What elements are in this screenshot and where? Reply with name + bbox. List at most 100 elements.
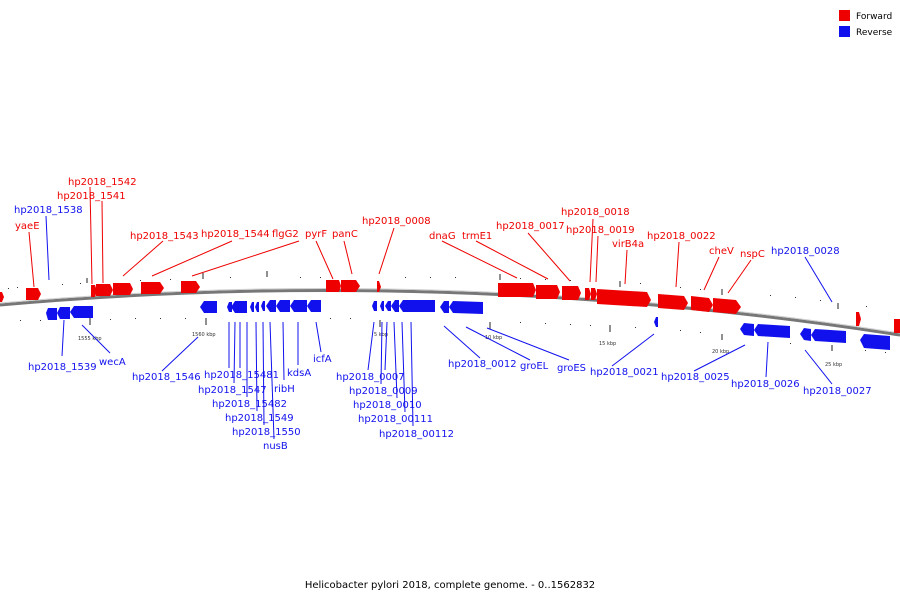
gene-label[interactable]: hp2018_0010: [353, 400, 422, 411]
gene-arrow-rev[interactable]: [307, 300, 321, 312]
gene-arrow-fwd[interactable]: [856, 312, 861, 326]
gene-arrow-fwd[interactable]: [536, 285, 560, 299]
gene-label[interactable]: groEL: [520, 361, 549, 372]
gene-label[interactable]: hp2018_1547: [198, 385, 267, 396]
gene-label[interactable]: hp2018_1538: [14, 205, 83, 216]
gene-label[interactable]: hp2018_0008: [362, 216, 431, 227]
gene-arrow-rev[interactable]: [261, 301, 265, 311]
gene-arrow-fwd[interactable]: [498, 283, 536, 297]
gene-arrow-rev[interactable]: [57, 307, 70, 319]
gene-arrow-rev[interactable]: [449, 301, 483, 314]
gene-arrow-rev[interactable]: [46, 308, 57, 320]
gene-arrow-rev[interactable]: [380, 301, 384, 311]
gene-label[interactable]: trmE1: [462, 231, 492, 242]
gene-arrow-fwd[interactable]: [141, 282, 164, 294]
gene-arrow-rev[interactable]: [266, 300, 276, 312]
gene-arrow-rev[interactable]: [385, 301, 391, 311]
gene-label[interactable]: icfA: [313, 354, 332, 365]
gene-label[interactable]: hp2018_1543: [130, 231, 199, 242]
gene-label[interactable]: nusB: [263, 441, 288, 452]
gene-label[interactable]: hp2018_0017: [496, 221, 565, 232]
gene-label[interactable]: wecA: [99, 357, 126, 368]
gene-label[interactable]: hp2018_0028: [771, 246, 840, 257]
gene-arrow-rev[interactable]: [811, 329, 846, 343]
gene-arrow-rev[interactable]: [740, 323, 754, 336]
gene-label[interactable]: hp2018_1546: [132, 372, 201, 383]
gene-arrow-fwd[interactable]: [181, 281, 200, 293]
gene-arrow-fwd[interactable]: [113, 283, 133, 295]
gene-arrow-rev[interactable]: [440, 301, 449, 313]
gene-arrow-fwd[interactable]: [597, 289, 651, 307]
gene-label[interactable]: dnaG: [429, 231, 456, 242]
reverse-gene-track: [46, 300, 890, 350]
gene-arrow-rev[interactable]: [276, 300, 290, 312]
gene-arrow-rev[interactable]: [250, 302, 254, 312]
gene-label[interactable]: virB4a: [612, 239, 644, 250]
gene-label[interactable]: hp2018_0007: [336, 372, 405, 383]
tick-label: 1555 kbp: [78, 336, 102, 342]
scale-ticks: [86, 271, 839, 351]
gene-label[interactable]: hp2018_0021: [590, 367, 659, 378]
gene-label[interactable]: hp2018_15482: [212, 399, 287, 410]
gene-arrow-rev[interactable]: [255, 302, 259, 312]
gene-arrow-rev[interactable]: [399, 300, 435, 312]
legend-label-forward: Forward: [856, 12, 892, 22]
gene-label[interactable]: cheV: [709, 246, 734, 257]
blue-leader-lines-top: [45, 215, 833, 303]
gene-label[interactable]: groES: [557, 363, 586, 374]
gene-arrow-fwd[interactable]: [585, 288, 591, 300]
gene-label[interactable]: hp2018_1541: [57, 191, 126, 202]
gene-label[interactable]: hp2018_00112: [379, 429, 454, 440]
gene-arrow-fwd[interactable]: [894, 319, 900, 333]
gene-label[interactable]: panC: [332, 229, 358, 240]
gene-arrow-rev[interactable]: [200, 301, 217, 313]
gene-arrow-rev[interactable]: [290, 300, 307, 312]
gene-label[interactable]: nspC: [740, 249, 765, 260]
gene-arrow-fwd[interactable]: [96, 284, 113, 296]
gene-arrow-fwd[interactable]: [326, 280, 341, 292]
gene-arrow-fwd[interactable]: [0, 292, 4, 302]
gene-arrow-rev[interactable]: [754, 324, 790, 338]
gene-arrow-fwd[interactable]: [591, 288, 597, 300]
gene-arrow-fwd[interactable]: [713, 298, 741, 314]
gene-label[interactable]: kdsA: [287, 368, 311, 379]
gene-arrow-fwd[interactable]: [26, 288, 41, 300]
gene-label[interactable]: hp2018_0022: [647, 231, 716, 242]
gene-arrow-fwd[interactable]: [658, 294, 688, 310]
gene-label[interactable]: hp2018_1542: [68, 177, 137, 188]
gene-label[interactable]: hp2018_0027: [803, 386, 872, 397]
gene-arrow-rev[interactable]: [800, 328, 811, 341]
gene-label[interactable]: hp2018_15481: [204, 370, 279, 381]
gene-arrow-rev[interactable]: [391, 300, 399, 312]
tick-label: 25 kbp: [825, 362, 842, 368]
legend-label-reverse: Reverse: [856, 28, 893, 38]
gene-arrow-rev[interactable]: [654, 317, 658, 327]
gene-label[interactable]: hp2018_1539: [28, 362, 97, 373]
gene-label[interactable]: hp2018_0025: [661, 372, 730, 383]
gene-arrow-rev[interactable]: [860, 334, 890, 350]
gene-arrow-rev[interactable]: [231, 301, 247, 313]
reverse-leader-lines: [61, 319, 833, 440]
forward-leader-lines: [28, 186, 752, 294]
gene-label[interactable]: pyrF: [305, 229, 327, 240]
gene-label[interactable]: hp2018_1549: [225, 413, 294, 424]
gene-label[interactable]: yaeE: [15, 221, 40, 232]
gene-label[interactable]: hp2018_00111: [358, 414, 433, 425]
gene-label[interactable]: hp2018_1550: [232, 427, 301, 438]
gene-label[interactable]: ribH: [274, 384, 295, 395]
gene-label[interactable]: hp2018_0012: [448, 359, 517, 370]
gene-arrow-fwd[interactable]: [562, 286, 581, 300]
gene-arrow-fwd[interactable]: [91, 285, 97, 297]
gene-arrow-rev[interactable]: [70, 306, 93, 318]
gene-label[interactable]: hp2018_0018: [561, 207, 630, 218]
gene-label[interactable]: hp2018_0026: [731, 379, 800, 390]
gene-arrow-fwd[interactable]: [341, 280, 360, 292]
gene-arrow-fwd[interactable]: [691, 296, 713, 312]
gene-label[interactable]: flgG2: [272, 229, 299, 240]
gene-arrow-rev[interactable]: [372, 301, 377, 311]
gene-label[interactable]: hp2018_0009: [349, 386, 418, 397]
gene-label[interactable]: hp2018_1544: [201, 229, 270, 240]
gene-arrow-rev[interactable]: [227, 302, 232, 312]
gene-label[interactable]: hp2018_0019: [566, 225, 635, 236]
gene-arrow-fwd[interactable]: [377, 281, 381, 292]
